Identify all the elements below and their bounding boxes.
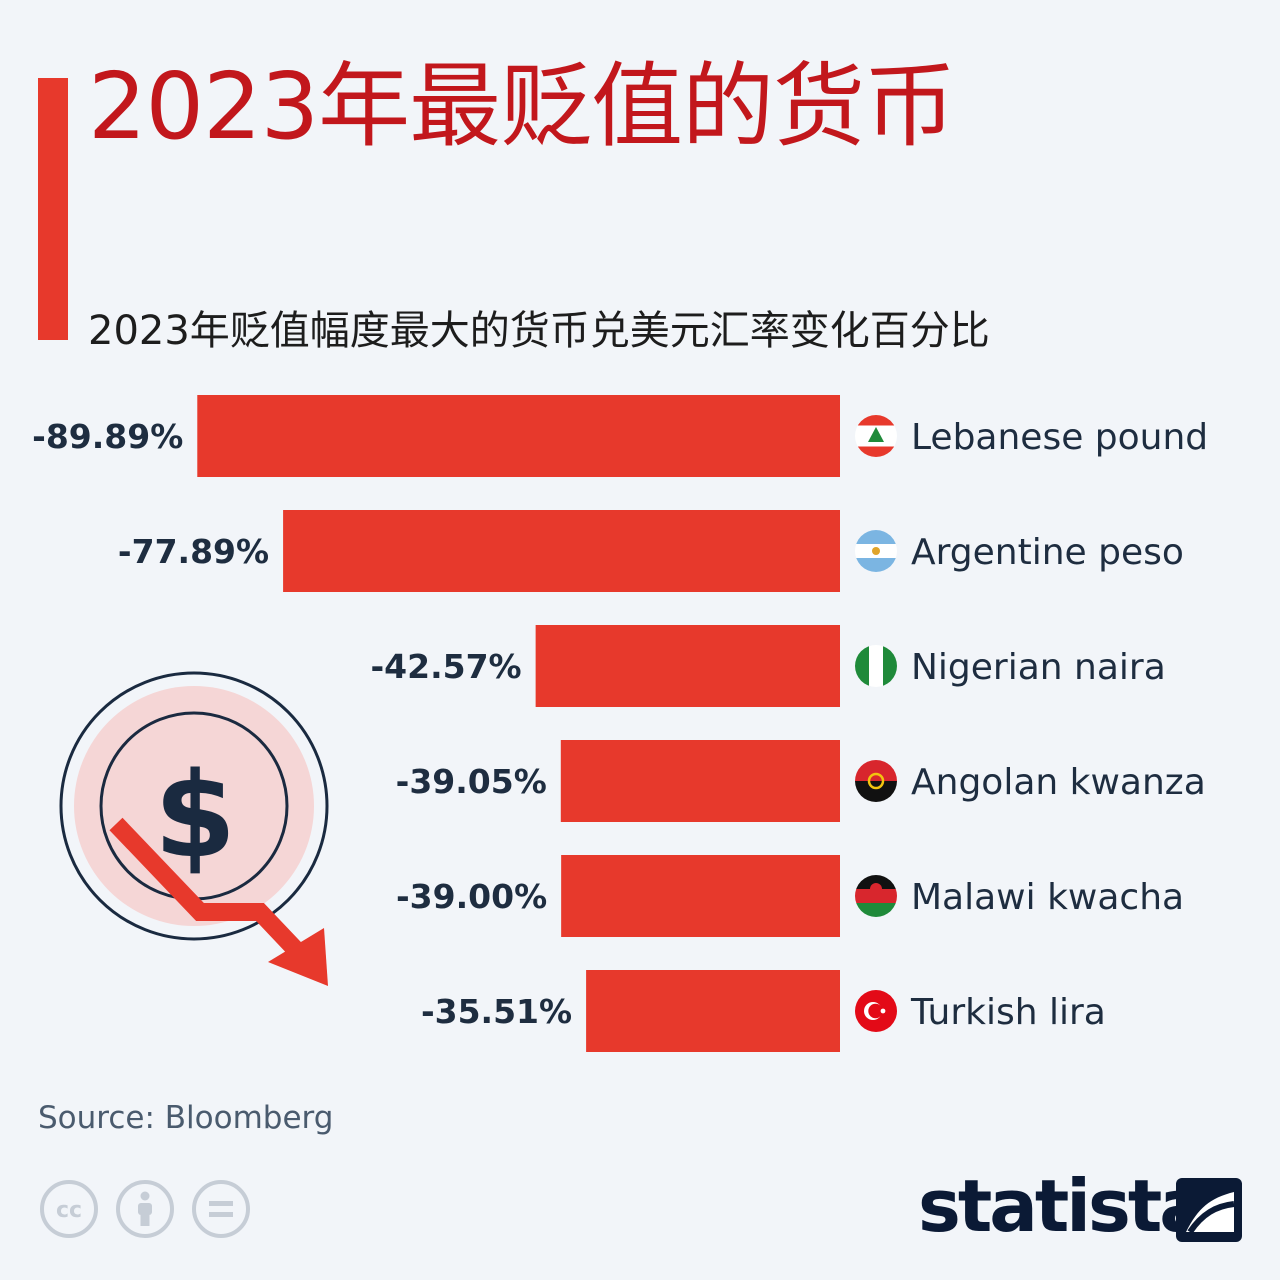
- category-label: Malawi kwacha: [911, 877, 1184, 918]
- statista-logo[interactable]: statista: [918, 1164, 1258, 1252]
- malawi-flag-icon: [855, 875, 897, 917]
- category-label: Argentine peso: [911, 532, 1184, 573]
- svg-text:$: $: [154, 746, 236, 884]
- cc-icon[interactable]: cc: [40, 1180, 98, 1238]
- data-label: -35.51%: [421, 992, 572, 1031]
- data-label: -39.00%: [396, 877, 547, 916]
- data-label: -39.05%: [396, 762, 547, 801]
- brand-name: statista: [918, 1164, 1208, 1248]
- nigeria-flag-icon: [855, 645, 897, 687]
- no-derivatives-icon[interactable]: [192, 1180, 250, 1238]
- angola-flag-icon: [855, 760, 897, 802]
- dollar-decline-icon: $: [59, 671, 329, 986]
- chart-title: 2023年最贬值的货币: [88, 53, 956, 160]
- statista-mark-icon: [1176, 1178, 1242, 1242]
- attribution-icon[interactable]: [116, 1180, 174, 1238]
- source-note: Source: Bloomberg: [38, 1100, 334, 1136]
- bar: [535, 625, 840, 707]
- chart-subtitle: 2023年贬值幅度最大的货币兑美元汇率变化百分比: [88, 308, 990, 354]
- svg-text:cc: cc: [56, 1198, 82, 1223]
- accent-bar: [38, 78, 68, 340]
- data-label: -77.89%: [118, 532, 269, 571]
- category-label: Lebanese pound: [911, 417, 1208, 458]
- bar-chart: -89.89% Lebanese pound -77.89% Argentine pe…: [32, 395, 1208, 1052]
- category-label: Nigerian naira: [911, 647, 1166, 688]
- bar: [561, 855, 840, 937]
- category-label: Angolan kwanza: [911, 762, 1206, 803]
- bar: [586, 970, 840, 1052]
- turkey-flag-icon: [855, 990, 897, 1032]
- lebanon-flag-icon: [855, 415, 897, 457]
- category-label: Turkish lira: [910, 992, 1106, 1033]
- bar: [560, 740, 840, 822]
- data-label: -42.57%: [370, 647, 521, 686]
- bar: [283, 510, 840, 592]
- data-label: -89.89%: [32, 417, 183, 456]
- bar: [197, 395, 840, 477]
- argentina-flag-icon: [855, 530, 897, 572]
